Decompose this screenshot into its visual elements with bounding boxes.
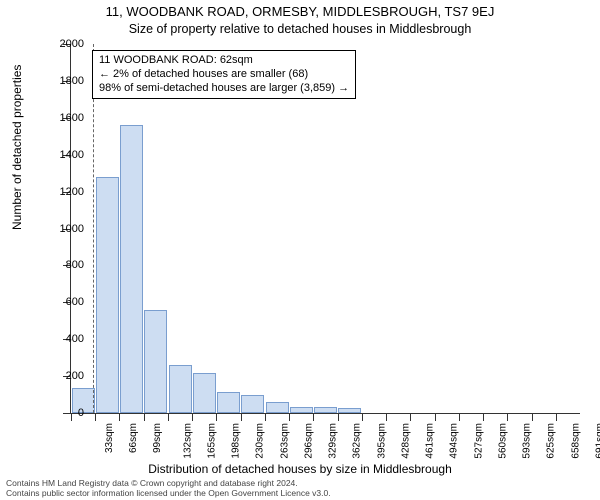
y-axis-label: Number of detached properties (10, 65, 24, 230)
x-tick-label: 165sqm (207, 423, 218, 459)
bars-layer (71, 44, 580, 413)
histogram-bar (120, 125, 143, 413)
x-tick (168, 413, 169, 421)
histogram-bar (241, 395, 264, 413)
x-tick-label: 428sqm (400, 423, 411, 459)
x-tick (289, 413, 290, 421)
x-tick (71, 413, 72, 421)
x-tick-label: 230sqm (255, 423, 266, 459)
y-tick-label: 400 (66, 333, 84, 345)
x-tick (459, 413, 460, 421)
y-tick-label: 200 (66, 370, 84, 382)
x-axis-label: Distribution of detached houses by size … (0, 462, 600, 476)
chart-title: 11, WOODBANK ROAD, ORMESBY, MIDDLESBROUG… (0, 4, 600, 19)
marker-vline (93, 44, 94, 413)
x-tick (313, 413, 314, 421)
y-tick-label: 1000 (60, 223, 84, 235)
y-tick-label: 0 (78, 407, 84, 419)
x-tick-label: 362sqm (352, 423, 363, 459)
x-tick (532, 413, 533, 421)
footer-line1: Contains HM Land Registry data © Crown c… (6, 478, 331, 488)
x-tick-label: 99sqm (152, 423, 163, 453)
histogram-bar (217, 392, 240, 413)
histogram-bar (144, 310, 167, 413)
annotation-line3: 98% of semi-detached houses are larger (… (99, 82, 349, 96)
y-tick-label: 800 (66, 259, 84, 271)
x-tick (556, 413, 557, 421)
x-tick-label: 395sqm (376, 423, 387, 459)
x-tick (435, 413, 436, 421)
histogram-bar (169, 365, 192, 413)
x-tick-label: 527sqm (473, 423, 484, 459)
histogram-bar (96, 177, 119, 413)
annotation-line1: 11 WOODBANK ROAD: 62sqm (99, 54, 349, 68)
x-tick (386, 413, 387, 421)
x-tick (362, 413, 363, 421)
x-tick-label: 33sqm (104, 423, 115, 453)
y-tick-label: 2000 (60, 38, 84, 50)
histogram-bar (338, 408, 361, 413)
x-tick-label: 560sqm (497, 423, 508, 459)
y-tick (63, 413, 71, 414)
annotation-box: 11 WOODBANK ROAD: 62sqm ← 2% of detached… (92, 50, 356, 99)
x-tick (241, 413, 242, 421)
x-tick-label: 494sqm (449, 423, 460, 459)
footer: Contains HM Land Registry data © Crown c… (6, 478, 331, 498)
annotation-line2: ← 2% of detached houses are smaller (68) (99, 68, 349, 82)
x-tick (216, 413, 217, 421)
x-tick-label: 658sqm (570, 423, 581, 459)
x-tick-label: 296sqm (303, 423, 314, 459)
x-tick (338, 413, 339, 421)
x-tick-label: 263sqm (279, 423, 290, 459)
x-tick (507, 413, 508, 421)
x-tick-label: 691sqm (594, 423, 600, 459)
x-tick-label: 329sqm (328, 423, 339, 459)
x-tick (265, 413, 266, 421)
footer-line2: Contains public sector information licen… (6, 488, 331, 498)
x-tick (410, 413, 411, 421)
x-tick-label: 132sqm (182, 423, 193, 459)
x-tick (144, 413, 145, 421)
x-tick (95, 413, 96, 421)
histogram-bar (314, 407, 337, 413)
chart-container: { "title": "11, WOODBANK ROAD, ORMESBY, … (0, 0, 600, 500)
x-tick-label: 625sqm (546, 423, 557, 459)
x-tick (119, 413, 120, 421)
y-tick-label: 1200 (60, 186, 84, 198)
y-tick-label: 1800 (60, 75, 84, 87)
y-tick-label: 600 (66, 296, 84, 308)
plot-area (70, 44, 580, 414)
chart-subtitle: Size of property relative to detached ho… (0, 22, 600, 36)
y-tick-label: 1600 (60, 112, 84, 124)
histogram-bar (266, 402, 289, 413)
x-tick-label: 593sqm (522, 423, 533, 459)
x-tick (483, 413, 484, 421)
x-tick-label: 66sqm (128, 423, 139, 453)
x-tick-label: 461sqm (425, 423, 436, 459)
x-tick (192, 413, 193, 421)
y-tick-label: 1400 (60, 149, 84, 161)
x-tick-label: 198sqm (231, 423, 242, 459)
histogram-bar (193, 373, 216, 413)
histogram-bar (290, 407, 313, 413)
